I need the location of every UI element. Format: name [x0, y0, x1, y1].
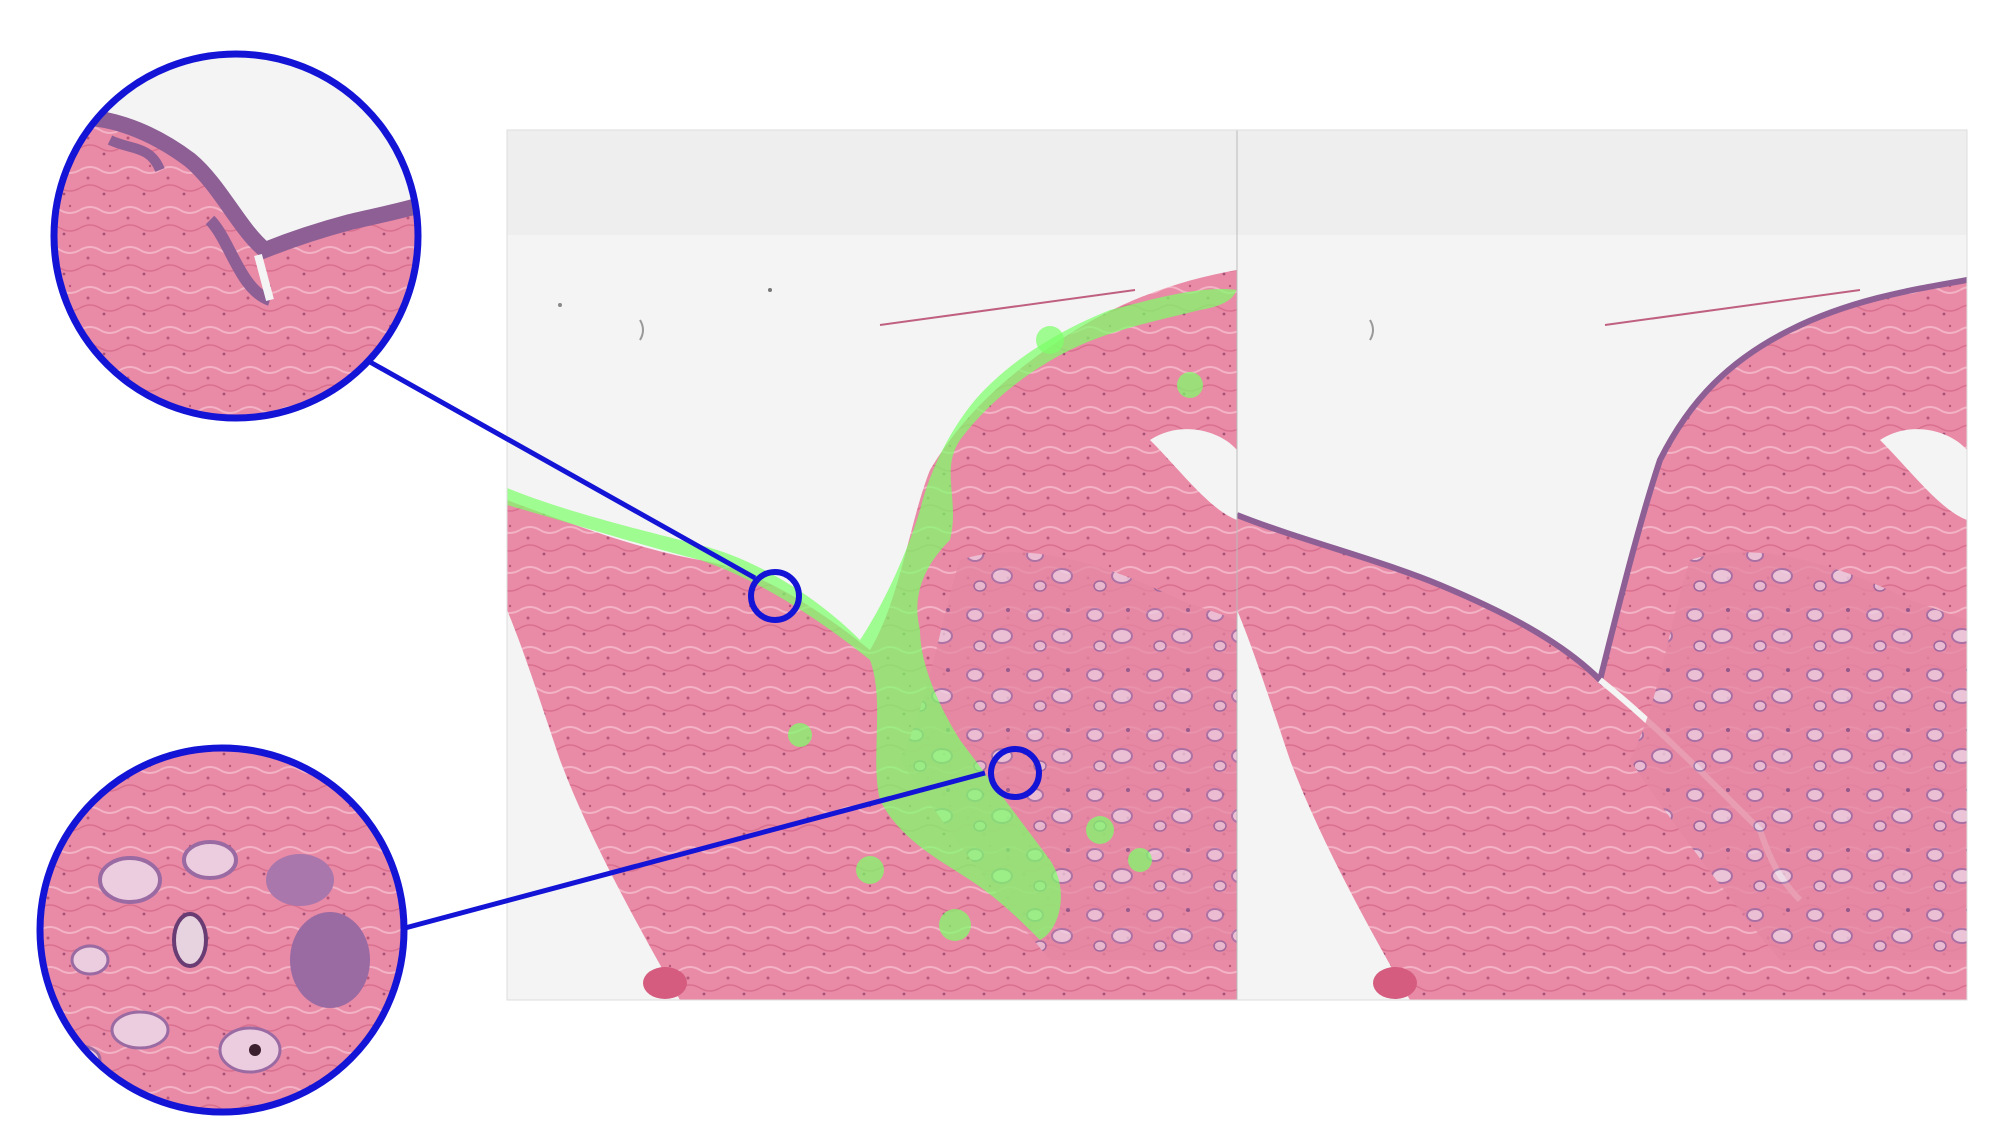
bottom-callout-connector — [404, 770, 986, 931]
top-zoom-circle — [50, 50, 422, 422]
bottom-marker-circle — [988, 746, 1042, 800]
top-callout-connector — [368, 359, 757, 581]
right-panel — [1237, 130, 1967, 1000]
top-marker-circle — [748, 569, 802, 623]
bottom-zoom-circle — [36, 744, 408, 1116]
left-panel — [507, 130, 1237, 1000]
top-zoom-callout — [50, 50, 422, 422]
bottom-zoom-callout — [36, 744, 408, 1116]
panel-frame — [506, 129, 1968, 1001]
